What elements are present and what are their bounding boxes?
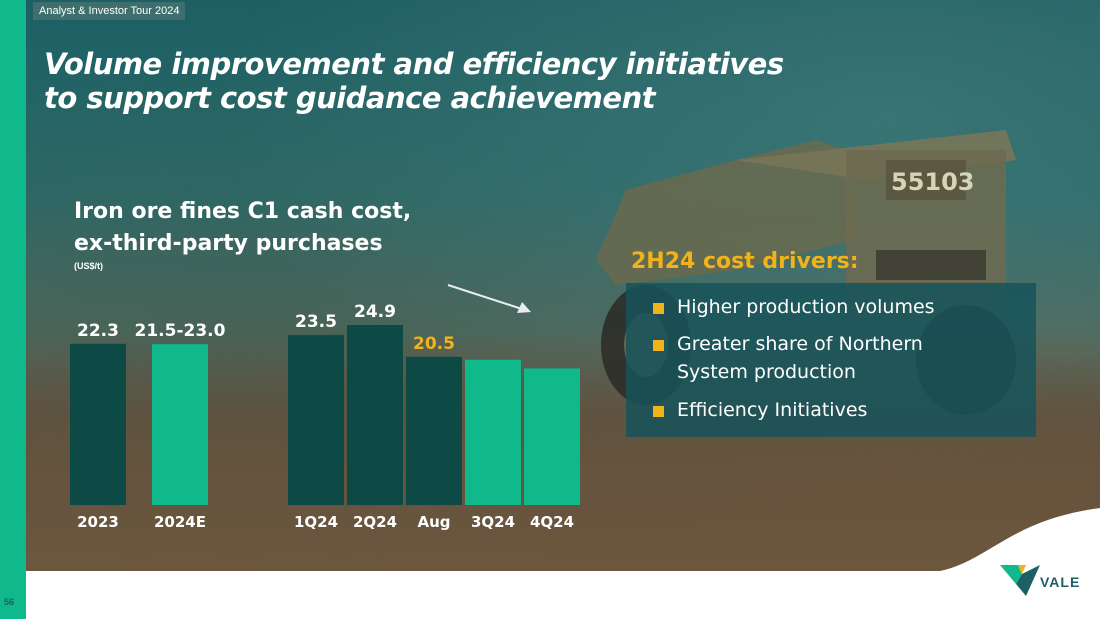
driver-item: Efficiency Initiatives bbox=[653, 396, 954, 424]
chart-title: Iron ore fines C1 cash cost, ex-third-pa… bbox=[74, 199, 412, 256]
vale-logo-icon bbox=[1000, 565, 1040, 596]
category-label-4Q24: 4Q24 bbox=[530, 513, 574, 531]
event-label: Analyst & Investor Tour 2024 bbox=[33, 2, 186, 20]
category-label-2023: 2023 bbox=[77, 513, 119, 531]
category-label-2Q24: 2Q24 bbox=[353, 513, 397, 531]
bar-2023 bbox=[70, 343, 126, 505]
drivers-box bbox=[626, 283, 1036, 437]
category-label-Aug: Aug bbox=[417, 513, 450, 531]
driver-item: Greater share of Northern System product… bbox=[653, 330, 954, 386]
bar-Aug bbox=[406, 356, 462, 505]
data-label-1Q24: 23.5 bbox=[295, 312, 337, 332]
bar-2024E bbox=[152, 344, 208, 505]
page-number: 56 bbox=[4, 597, 15, 607]
driver-item: Higher production volumes bbox=[653, 293, 954, 321]
data-label-Aug: 20.5 bbox=[413, 334, 455, 354]
svg-text:55103: 55103 bbox=[891, 168, 975, 196]
data-label-2Q24: 24.9 bbox=[354, 302, 396, 322]
bar-4Q24 bbox=[524, 368, 580, 505]
bullet-square-icon bbox=[653, 303, 664, 314]
data-label-2024E: 21.5-23.0 bbox=[135, 321, 226, 341]
category-label-1Q24: 1Q24 bbox=[294, 513, 338, 531]
bullet-square-icon bbox=[653, 340, 664, 351]
category-label-2024E: 2024E bbox=[154, 513, 206, 531]
chart-unit: (US$/t) bbox=[74, 261, 103, 271]
bar-3Q24 bbox=[465, 359, 521, 505]
slide-title: Volume improvement and efficiency initia… bbox=[44, 47, 784, 115]
trend-arrow-line bbox=[447, 284, 523, 310]
bar-1Q24 bbox=[288, 335, 344, 505]
data-label-2023: 22.3 bbox=[77, 321, 119, 341]
trend-arrow-icon bbox=[517, 302, 531, 313]
bullet-square-icon bbox=[653, 406, 664, 417]
category-label-3Q24: 3Q24 bbox=[471, 513, 515, 531]
left-accent-bar bbox=[0, 0, 26, 619]
drivers-title: 2H24 cost drivers: bbox=[631, 249, 859, 274]
bar-2Q24 bbox=[347, 325, 403, 505]
brand-name: VALE bbox=[1040, 574, 1081, 590]
